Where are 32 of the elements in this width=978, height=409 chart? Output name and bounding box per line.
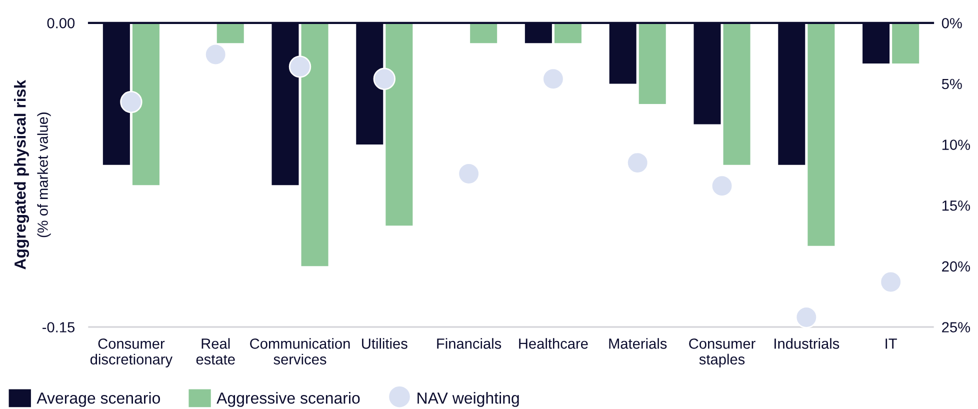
- legend-label: NAV weighting: [418, 392, 519, 407]
- y2-tick-label: 5%: [942, 78, 962, 90]
- legend-label: Average scenario: [36, 392, 160, 407]
- y2-tick-label: 20%: [942, 261, 970, 272]
- x-tick-label: Financials: [437, 338, 502, 349]
- x-tick-label: IT: [886, 338, 897, 349]
- y2-tick-label: 15%: [942, 200, 970, 211]
- point: [288, 56, 312, 78]
- point: [204, 43, 227, 66]
- point: [710, 174, 734, 198]
- point: [626, 152, 649, 174]
- y-axis-title: Aggregated physical risk (% of market value): [14, 80, 51, 270]
- point: [458, 162, 480, 185]
- legend-label: Aggressive scenario: [216, 392, 360, 407]
- point: [795, 306, 818, 328]
- point: [542, 68, 564, 90]
- x-tick-label: Communication services: [250, 338, 350, 365]
- x-tick-label: Consumer discretionary: [90, 338, 173, 368]
- x-tick-label: Consumer staples: [689, 338, 756, 368]
- x-tick-label: Healthcare: [519, 338, 588, 349]
- point: [373, 68, 396, 90]
- y2-tick-label: 0%: [942, 18, 962, 28]
- point: [120, 90, 142, 114]
- x-tick-label: Real estate: [196, 338, 235, 365]
- y2-tick-label: 10%: [942, 140, 970, 150]
- x-tick-label: Materials: [609, 338, 667, 349]
- y-tick-label: 0.00: [47, 18, 75, 28]
- x-tick-label: Industrials: [774, 338, 840, 349]
- y2-tick-label: 25%: [942, 322, 970, 332]
- point: [880, 270, 902, 294]
- y-tick-label: -0.15: [42, 322, 74, 332]
- x-tick-label: Utilities: [362, 338, 408, 349]
